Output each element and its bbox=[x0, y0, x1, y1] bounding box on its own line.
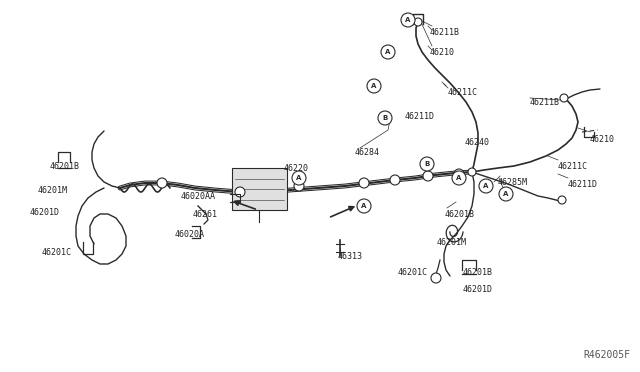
Circle shape bbox=[468, 168, 476, 176]
Text: 46201D: 46201D bbox=[463, 285, 493, 294]
Circle shape bbox=[452, 171, 466, 185]
Text: B: B bbox=[382, 115, 388, 121]
Circle shape bbox=[235, 187, 245, 197]
Text: A: A bbox=[405, 17, 411, 23]
Text: 46201M: 46201M bbox=[437, 238, 467, 247]
Circle shape bbox=[378, 111, 392, 125]
Text: 46201C: 46201C bbox=[398, 268, 428, 277]
Text: A: A bbox=[371, 83, 377, 89]
Text: 46201D: 46201D bbox=[30, 208, 60, 217]
Circle shape bbox=[359, 201, 369, 211]
Circle shape bbox=[357, 199, 371, 213]
Circle shape bbox=[560, 94, 568, 102]
Bar bbox=[232, 168, 287, 210]
Circle shape bbox=[157, 178, 167, 188]
Text: 46284: 46284 bbox=[355, 148, 380, 157]
Text: 46211D: 46211D bbox=[405, 112, 435, 121]
Text: A: A bbox=[483, 183, 489, 189]
Circle shape bbox=[423, 171, 433, 181]
Circle shape bbox=[294, 173, 304, 183]
Circle shape bbox=[479, 179, 493, 193]
Text: 46020AA: 46020AA bbox=[181, 192, 216, 201]
Text: 46220: 46220 bbox=[284, 164, 309, 173]
Circle shape bbox=[359, 178, 369, 188]
Text: 46201C: 46201C bbox=[42, 248, 72, 257]
Text: R462005F: R462005F bbox=[583, 350, 630, 360]
Circle shape bbox=[381, 45, 395, 59]
Circle shape bbox=[292, 171, 306, 185]
Text: 46211C: 46211C bbox=[448, 88, 478, 97]
Text: 46285M: 46285M bbox=[498, 178, 528, 187]
Text: 46201B: 46201B bbox=[463, 268, 493, 277]
Circle shape bbox=[420, 157, 434, 171]
Text: 46211C: 46211C bbox=[558, 162, 588, 171]
Text: 46261: 46261 bbox=[193, 210, 218, 219]
Text: A: A bbox=[385, 49, 390, 55]
Text: 46211D: 46211D bbox=[568, 180, 598, 189]
Text: 46201B: 46201B bbox=[50, 162, 80, 171]
Text: 46201B: 46201B bbox=[445, 210, 475, 219]
Text: 46210: 46210 bbox=[430, 48, 455, 57]
Text: 46020A: 46020A bbox=[175, 230, 205, 239]
Circle shape bbox=[454, 169, 464, 179]
Circle shape bbox=[558, 196, 566, 204]
Circle shape bbox=[367, 79, 381, 93]
Text: A: A bbox=[456, 175, 461, 181]
Text: B: B bbox=[424, 161, 429, 167]
Text: 46211B: 46211B bbox=[430, 28, 460, 37]
Text: A: A bbox=[362, 203, 367, 209]
Circle shape bbox=[401, 13, 415, 27]
Text: 46240: 46240 bbox=[465, 138, 490, 147]
Circle shape bbox=[414, 18, 422, 26]
Circle shape bbox=[499, 187, 513, 201]
Text: 46210: 46210 bbox=[590, 135, 615, 144]
Circle shape bbox=[294, 181, 304, 191]
Text: A: A bbox=[296, 175, 301, 181]
Circle shape bbox=[431, 273, 441, 283]
Text: 46313: 46313 bbox=[338, 252, 363, 261]
Text: 46211B: 46211B bbox=[530, 98, 560, 107]
Text: 46201M: 46201M bbox=[38, 186, 68, 195]
Circle shape bbox=[390, 175, 400, 185]
Text: A: A bbox=[503, 191, 509, 197]
